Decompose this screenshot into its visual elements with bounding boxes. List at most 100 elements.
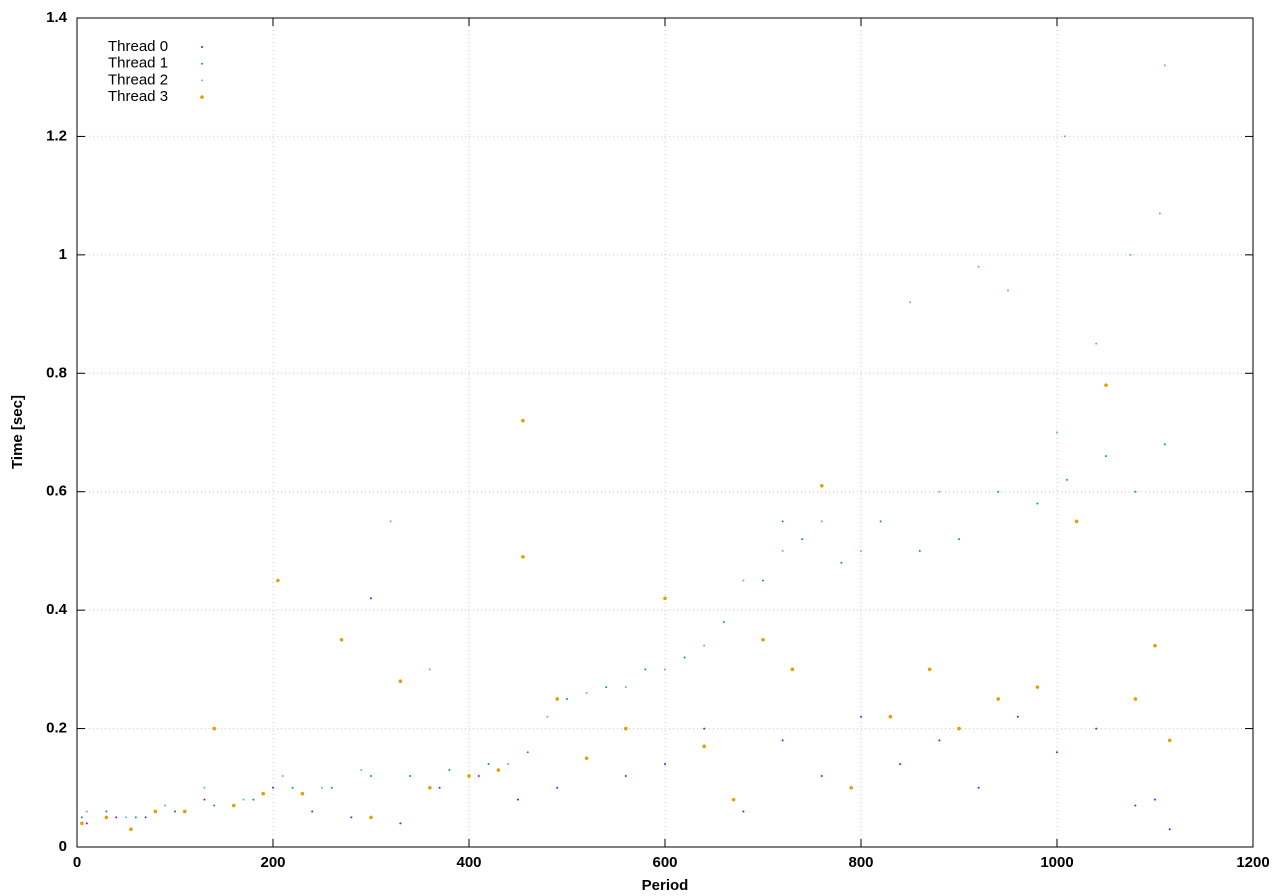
y-axis-label: Time [sec] [9,395,26,469]
point [1167,738,1172,743]
point [820,483,824,488]
point [722,620,725,623]
point [840,561,843,564]
point [1129,253,1132,256]
legend-label: Thread 0 [108,38,168,55]
point [909,301,911,304]
point [663,596,667,601]
legend-label: Thread 3 [108,88,168,105]
point [849,785,853,790]
point [339,637,344,642]
point [183,809,187,814]
point [605,686,608,689]
point [703,644,706,647]
point [272,786,274,789]
point [1153,643,1157,648]
point [1056,751,1058,754]
point [703,727,706,730]
point [879,520,882,523]
point [1134,804,1137,807]
point [918,549,921,552]
point [85,810,88,813]
point [977,265,980,268]
point [555,697,559,701]
y-tick-label: 1 [59,246,67,263]
point [731,797,736,802]
point [438,786,441,789]
point [790,667,795,672]
x-tick-label: 600 [652,854,677,871]
point [1163,443,1166,446]
point [1134,490,1137,493]
point [129,827,133,832]
point [702,744,706,749]
point [899,763,902,766]
point [664,668,666,671]
point [115,816,118,819]
point [261,791,266,796]
point [242,798,245,801]
point [1158,212,1161,215]
y-tick-label: 1.4 [46,9,68,26]
y-tick-label: 0.2 [46,720,67,737]
point [1154,798,1156,801]
point [957,726,961,731]
point [888,714,893,719]
point [252,798,255,801]
point [321,786,323,789]
point [291,786,294,789]
point [399,822,402,825]
point [938,490,941,493]
y-tick-label: 0 [59,838,67,855]
x-tick-label: 1000 [1040,854,1073,871]
point [761,637,765,642]
point [212,726,216,731]
point [1065,478,1068,481]
point [203,798,206,801]
legend-symbol [201,62,203,65]
point [1104,383,1108,387]
point [174,810,176,813]
point [644,668,647,671]
point [860,549,862,552]
point [496,768,501,772]
point [360,769,363,772]
point [958,538,960,541]
point [624,726,628,731]
point [781,549,784,552]
x-tick-label: 400 [456,854,481,871]
point [144,816,147,819]
point [300,791,305,796]
point [85,822,88,825]
point [311,810,314,813]
point [1095,342,1098,345]
point [781,739,784,742]
legend-label: Thread 2 [108,71,168,88]
point [996,697,1000,701]
point [80,816,83,819]
plot-frame [76,17,1254,848]
point [762,579,764,582]
point [624,686,627,689]
point [1168,828,1171,831]
point [526,751,529,754]
x-axis-label: Period [642,877,689,894]
point [566,697,568,700]
x-tick-label: 800 [848,854,873,871]
point [276,578,280,583]
point [556,786,559,789]
x-tick-label: 200 [260,854,285,871]
legend-symbol [201,46,203,48]
point [80,821,84,826]
point [781,520,784,523]
y-tick-label: 0.8 [46,364,67,381]
point [977,786,980,789]
point [997,490,1000,493]
point [448,769,451,772]
x-tick-label: 1200 [1236,854,1269,871]
point [801,538,804,541]
point [860,715,862,718]
point [683,656,686,659]
point [369,815,373,820]
